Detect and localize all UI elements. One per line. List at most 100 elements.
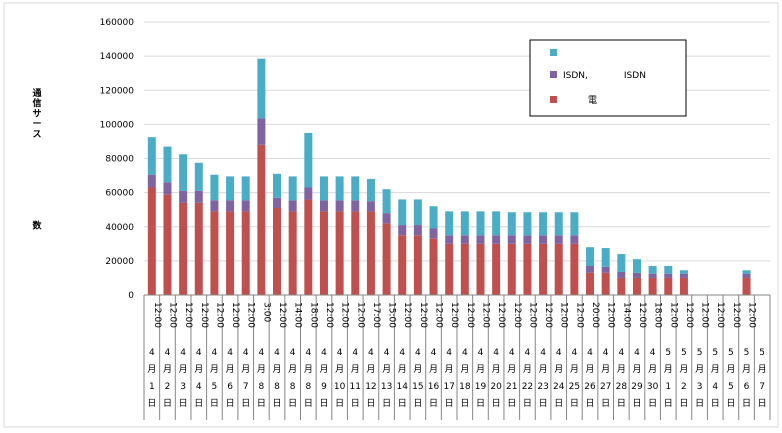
bar-segment-series-2: [241, 176, 250, 201]
x-date-label: 日: [554, 398, 563, 409]
bar-segment-series-1: [163, 182, 172, 195]
bar-segment-series-0: [288, 211, 297, 295]
bar-segment-series-0: [507, 243, 516, 295]
bar-segment-series-1: [304, 187, 313, 200]
x-date-label: 日: [726, 398, 735, 409]
x-date-label: 月: [476, 364, 485, 375]
x-date-label: 月: [445, 364, 454, 375]
bar-segment-series-0: [304, 199, 313, 295]
x-date-label: 4: [384, 348, 390, 358]
x-date-label: 月: [351, 364, 360, 375]
x-time-label: 18:00: [308, 302, 318, 328]
bar-segment-series-1: [398, 225, 407, 236]
x-date-label: 19: [475, 382, 487, 392]
x-date-label: 日: [570, 398, 579, 409]
bar-segment-series-2: [335, 176, 344, 201]
x-date-label: 4: [149, 348, 155, 358]
bar-segment-series-0: [398, 235, 407, 295]
bar-segment-series-1: [664, 273, 673, 278]
x-date-label: 月: [179, 364, 188, 375]
bar-segment-series-1: [507, 235, 516, 244]
bar-segment-series-1: [288, 200, 297, 212]
x-date-label: 月: [147, 364, 156, 375]
bar-segment-series-1: [273, 197, 282, 208]
bar-segment-series-2: [304, 132, 313, 188]
bar-segment-series-2: [648, 265, 657, 274]
bar-segment-series-0: [366, 211, 375, 295]
bar-segment-series-0: [742, 277, 751, 295]
bar-segment-series-0: [632, 277, 641, 295]
x-date-label: 4: [509, 348, 515, 358]
x-date-label: 30: [647, 382, 659, 392]
bar-segment-series-2: [742, 270, 751, 274]
x-date-label: 22: [522, 382, 533, 392]
bar-segment-series-1: [554, 235, 563, 244]
bar-segment-series-1: [210, 200, 219, 212]
bar-segment-series-2: [523, 212, 532, 236]
bar-segment-series-1: [570, 235, 579, 244]
x-date-label: 5: [744, 348, 750, 358]
x-date-label: 4: [415, 348, 421, 358]
bar-segment-series-0: [382, 223, 391, 295]
x-time-label: 12:00: [183, 302, 193, 328]
bar-segment-series-0: [445, 243, 454, 295]
x-date-label: 4: [587, 348, 593, 358]
x-time-label: 12:00: [512, 302, 522, 328]
bar-segment-series-1: [601, 266, 610, 273]
bar-segment-series-2: [570, 212, 579, 236]
x-time-label: 12:00: [747, 302, 757, 328]
x-time-label: 15:00: [387, 302, 397, 328]
y-tick-label: 0: [128, 291, 134, 301]
x-date-label: 4: [290, 348, 296, 358]
bar-segment-series-2: [319, 176, 328, 201]
x-date-label: 日: [304, 398, 313, 409]
bar-segment-series-2: [288, 176, 297, 201]
bar-segment-series-2: [366, 178, 375, 202]
x-date-label: 月: [586, 364, 595, 375]
bar-segment-series-2: [476, 211, 485, 236]
x-date-label: 4: [305, 348, 311, 358]
bar-segment-series-0: [194, 202, 203, 295]
bar-segment-series-2: [351, 176, 360, 201]
x-date-label: 5: [712, 348, 718, 358]
bar-segment-series-0: [586, 272, 595, 295]
x-date-label: 月: [742, 364, 751, 375]
bar-segment-series-2: [507, 212, 516, 236]
x-time-label: 14:00: [621, 302, 631, 328]
x-date-label: 日: [351, 398, 360, 409]
x-date-label: 日: [413, 398, 422, 409]
x-date-label: 月: [632, 364, 641, 375]
x-time-label: 12:00: [199, 302, 209, 328]
x-date-label: 月: [163, 364, 172, 375]
x-date-label: 16: [428, 382, 440, 392]
x-date-label: 4: [321, 348, 327, 358]
bar-segment-series-1: [335, 200, 344, 212]
y-tick-label: 100000: [100, 120, 135, 130]
x-date-label: 4: [603, 348, 609, 358]
x-time-label: 12:00: [449, 302, 459, 328]
x-date-label: 日: [366, 398, 375, 409]
bar-segment-series-2: [194, 162, 203, 191]
x-date-label: 日: [382, 398, 391, 409]
x-time-label: 12:00: [230, 302, 240, 328]
x-date-label: 7: [243, 382, 249, 392]
x-date-label: 4: [352, 348, 358, 358]
x-date-label: 4: [634, 348, 640, 358]
x-date-label: 1: [149, 382, 155, 392]
x-date-label: 日: [601, 398, 610, 409]
x-date-label: 日: [319, 398, 328, 409]
x-time-label: 12:00: [731, 302, 741, 328]
x-date-label: 月: [210, 364, 219, 375]
x-date-label: 26: [584, 382, 596, 392]
x-date-label: 日: [335, 398, 344, 409]
bar-segment-series-1: [617, 271, 626, 278]
legend-label: 電: [588, 95, 597, 106]
y-axis-label-char: 通: [32, 87, 41, 99]
bar-segment-series-0: [210, 211, 219, 295]
x-date-label: 29: [631, 382, 643, 392]
bar-segment-series-1: [413, 225, 422, 236]
x-time-label: 18:00: [653, 302, 663, 328]
y-tick-label: 140000: [100, 52, 135, 62]
y-tick-label: 160000: [100, 18, 135, 28]
